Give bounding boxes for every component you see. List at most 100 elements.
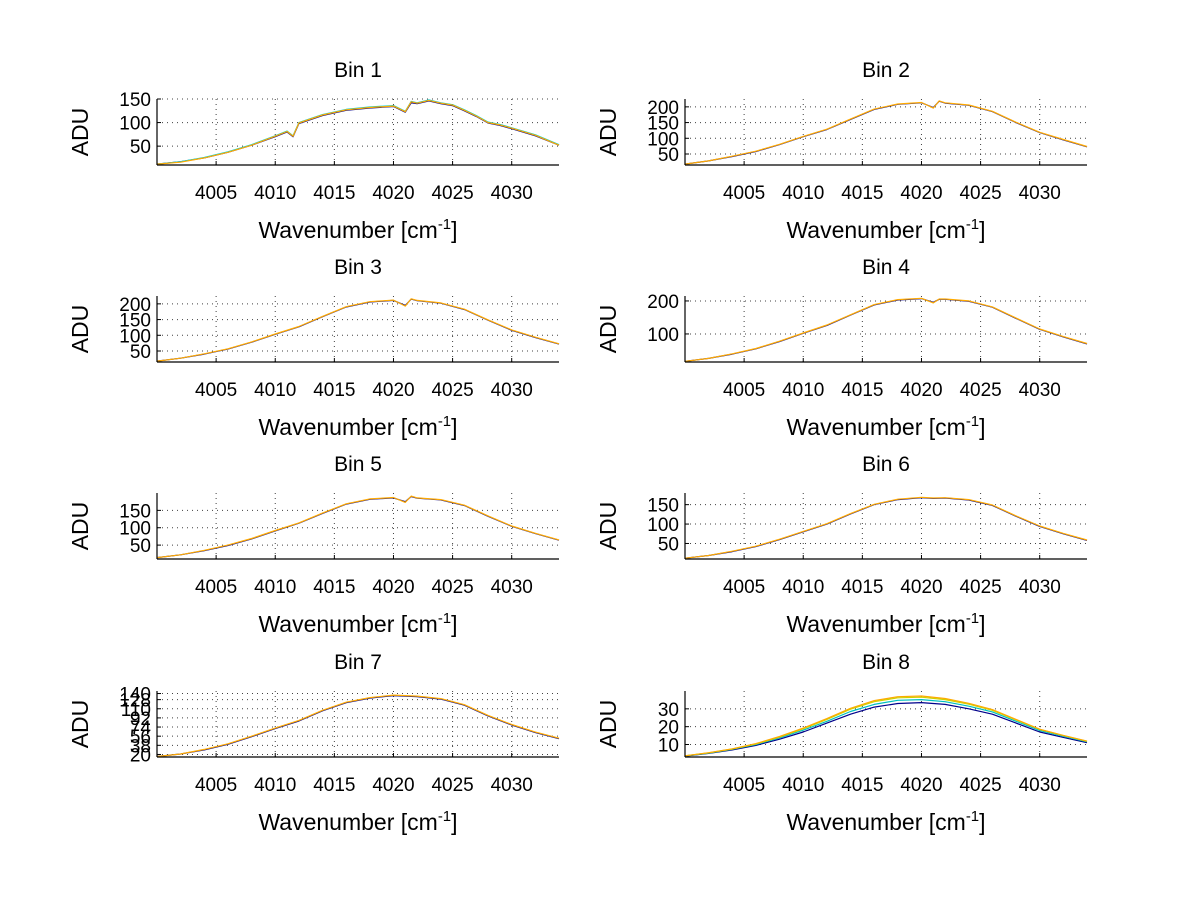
x-axis-label-superscript: -1 [438,216,451,233]
x-axis-label-superscript: -1 [966,216,979,233]
x-tick-label: 4005 [723,577,765,598]
x-axis-label-suffix: ] [979,414,985,440]
x-axis-label-superscript: -1 [438,808,451,825]
x-tick-label: 4025 [959,380,1001,401]
x-tick-label: 4015 [313,380,355,401]
y-tick-label: 200 [647,292,679,313]
x-tick-label: 4030 [491,775,533,796]
series-line-2 [156,495,560,559]
x-tick-label: 4030 [1019,775,1061,796]
x-tick-label: 4005 [195,775,237,796]
x-tick-label: 4025 [959,183,1001,204]
y-tick-label: 150 [119,311,151,332]
y-tick-label: 56 [130,727,151,748]
x-axis-label-suffix: ] [979,611,985,637]
x-axis-label-superscript: -1 [966,610,979,627]
x-axis-label: Wavenumber [cm-1] [258,610,457,637]
x-axis-label: Wavenumber [cm-1] [786,808,985,835]
x-axis-label-main: Wavenumber [cm [258,809,437,835]
subplot-title: Bin 7 [334,651,382,674]
x-axis-label-superscript: -1 [438,610,451,627]
series-line-1 [684,701,1088,757]
x-tick-label: 4010 [254,577,296,598]
y-tick-label: 92 [130,709,151,730]
x-tick-label: 4015 [313,775,355,796]
x-tick-label: 4020 [900,577,942,598]
series-line-1 [156,694,560,758]
y-tick-label: 50 [130,137,151,158]
x-axis-label: Wavenumber [cm-1] [258,808,457,835]
y-axis-label: ADU [595,700,621,749]
x-tick-label: 4005 [195,183,237,204]
y-tick-label: 100 [647,129,679,150]
y-tick-label: 74 [130,718,152,739]
x-tick-label: 4030 [1019,380,1061,401]
y-tick-label: 50 [130,536,151,557]
subplot-title: Bin 8 [862,651,910,674]
x-tick-label: 4025 [959,775,1001,796]
y-tick-label: 128 [119,691,151,712]
y-tick-label: 100 [647,325,679,346]
series-line-2 [684,496,1088,559]
x-axis-label: Wavenumber [cm-1] [258,413,457,440]
series-line-1 [156,495,560,559]
y-tick-label: 50 [658,534,679,555]
x-axis-label-main: Wavenumber [cm [786,414,965,440]
series-line-2 [684,100,1088,165]
x-tick-label: 4020 [900,775,942,796]
y-tick-label: 38 [130,736,151,757]
x-axis-label-suffix: ] [451,217,457,243]
series-line-4 [684,695,1088,757]
y-tick-label: 100 [647,515,679,536]
y-tick-label: 150 [647,496,679,517]
subplot-title: Bin 2 [862,59,910,82]
x-tick-label: 4025 [431,775,473,796]
x-tick-label: 4025 [431,577,473,598]
y-tick-label: 10 [658,736,679,757]
x-tick-label: 4010 [254,380,296,401]
y-axis-label: ADU [595,305,621,354]
x-tick-label: 4020 [372,380,414,401]
x-tick-label: 4030 [1019,577,1061,598]
x-tick-label: 4025 [959,577,1001,598]
x-axis-label-suffix: ] [451,611,457,637]
x-tick-label: 4010 [254,183,296,204]
x-tick-label: 4030 [491,577,533,598]
y-tick-label: 200 [647,98,679,119]
x-tick-label: 4015 [841,577,883,598]
x-tick-label: 4005 [723,183,765,204]
series-line-1 [156,298,560,362]
y-tick-label: 140 [119,685,151,706]
x-axis-label: Wavenumber [cm-1] [258,216,457,243]
x-tick-label: 4010 [782,380,824,401]
series-line-1 [684,100,1088,165]
series-line-3 [156,99,560,165]
series-line-2 [156,298,560,362]
x-axis-label-main: Wavenumber [cm [258,611,437,637]
y-tick-label: 100 [119,519,151,540]
y-tick-label: 150 [647,114,679,135]
y-tick-label: 20 [658,718,679,739]
y-tick-label: 50 [130,342,151,363]
x-tick-label: 4010 [782,183,824,204]
x-axis-label-main: Wavenumber [cm [786,809,965,835]
x-tick-label: 4025 [431,380,473,401]
x-tick-label: 4020 [372,775,414,796]
y-tick-label: 110 [121,700,151,721]
x-tick-label: 4020 [900,380,942,401]
y-tick-label: 150 [119,90,151,111]
y-axis-label: ADU [67,700,93,749]
x-axis-label: Wavenumber [cm-1] [786,413,985,440]
x-tick-label: 4025 [431,183,473,204]
y-axis-label: ADU [595,108,621,157]
x-tick-label: 4010 [782,775,824,796]
x-tick-label: 4015 [841,183,883,204]
x-tick-label: 4005 [723,380,765,401]
x-tick-label: 4010 [782,577,824,598]
